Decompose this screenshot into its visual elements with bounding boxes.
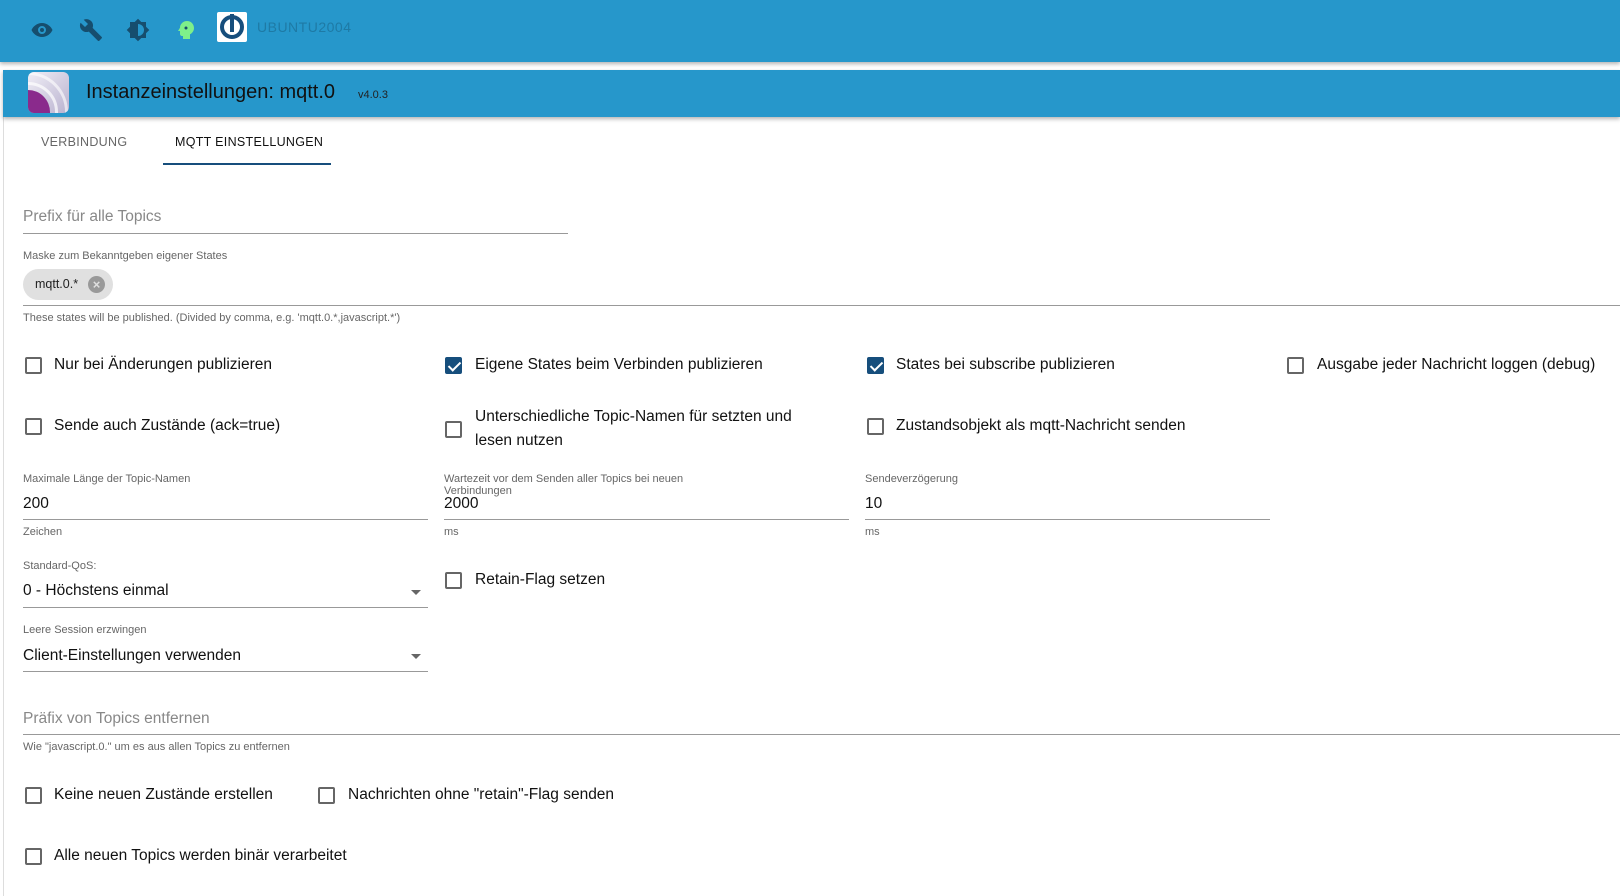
wait-time-label: Wartezeit vor dem Senden aller Topics be…	[444, 473, 684, 497]
checkbox-publish-on-connect[interactable]	[445, 357, 462, 374]
wrench-icon[interactable]	[79, 18, 103, 42]
eye-icon[interactable]	[30, 18, 54, 42]
chip-remove-icon[interactable]: ×	[88, 276, 105, 293]
remove-prefix-input[interactable]: Präfix von Topics entfernen	[23, 710, 210, 727]
checkbox-publish-on-subscribe[interactable]	[867, 357, 884, 374]
mqtt-adapter-icon	[28, 72, 69, 113]
chevron-down-icon[interactable]	[411, 654, 421, 659]
max-length-underline	[23, 519, 428, 520]
wait-time-underline	[444, 519, 849, 520]
prefix-underline	[23, 233, 568, 234]
host-name: UBUNTU2004	[257, 19, 352, 35]
mask-chip-label: mqtt.0.*	[35, 277, 79, 291]
max-length-input[interactable]: 200	[23, 495, 49, 512]
checkbox-state-object[interactable]	[867, 418, 884, 435]
checkbox-debug-log[interactable]	[1287, 357, 1304, 374]
checkbox-label: Eigene States beim Verbinden publizieren	[475, 356, 763, 373]
wait-time-helper: ms	[444, 526, 459, 538]
prefix-input[interactable]: Prefix für alle Topics	[23, 208, 162, 225]
checkbox-only-changes[interactable]	[25, 357, 42, 374]
checkbox-retain-flag[interactable]	[445, 572, 462, 589]
mask-helper: These states will be published. (Divided…	[23, 312, 401, 324]
checkbox-no-retain[interactable]	[318, 787, 335, 804]
checkbox-label: Keine neuen Zustände erstellen	[54, 786, 273, 803]
checkbox-binary-topics[interactable]	[25, 848, 42, 865]
checkbox-label: Unterschiedliche Topic-Namen für setzten…	[475, 408, 792, 449]
checkbox-label: Zustandsobjekt als mqtt-Nachricht senden	[896, 417, 1186, 434]
brightness-icon[interactable]	[126, 18, 150, 42]
send-delay-underline	[865, 519, 1270, 520]
mask-input[interactable]	[23, 305, 1620, 306]
tab-verbindung[interactable]: VERBINDUNG	[41, 135, 128, 149]
checkbox-label: Alle neuen Topics werden binär verarbeit…	[54, 847, 347, 864]
max-length-label: Maximale Länge der Topic-Namen	[23, 473, 191, 485]
wait-time-input[interactable]: 2000	[444, 495, 479, 512]
session-underline	[23, 671, 428, 672]
send-delay-input[interactable]: 10	[865, 495, 883, 512]
checkbox-label: Sende auch Zustände (ack=true)	[54, 417, 281, 434]
chevron-down-icon[interactable]	[411, 590, 421, 595]
session-select[interactable]: Client-Einstellungen verwenden	[23, 647, 241, 664]
max-length-helper: Zeichen	[23, 526, 63, 538]
session-label: Leere Session erzwingen	[23, 624, 147, 636]
qos-select[interactable]: 0 - Höchstens einmal	[23, 582, 169, 599]
iobroker-logo[interactable]	[217, 12, 247, 42]
checkbox-label: Ausgabe jeder Nachricht loggen (debug)	[1317, 356, 1596, 373]
mask-label: Maske zum Bekanntgeben eigener States	[23, 250, 228, 262]
checkbox-no-new-states[interactable]	[25, 787, 42, 804]
send-delay-helper: ms	[865, 526, 880, 538]
expert-head-icon[interactable]	[174, 18, 198, 42]
instance-header	[3, 70, 1620, 117]
qos-label: Standard-QoS:	[23, 560, 97, 572]
checkbox-label: Nur bei Änderungen publizieren	[54, 356, 273, 373]
checkbox-send-ack[interactable]	[25, 418, 42, 435]
qos-underline	[23, 607, 428, 608]
page-title: Instanzeinstellungen: mqtt.0	[86, 81, 336, 103]
remove-prefix-underline	[23, 734, 1620, 735]
active-tab-indicator	[163, 163, 331, 165]
send-delay-label: Sendeverzögerung	[865, 473, 958, 485]
version-label: v4.0.3	[358, 89, 388, 101]
remove-prefix-helper: Wie "javascript.0." um es aus allen Topi…	[23, 741, 290, 753]
top-toolbar: UBUNTU2004	[0, 0, 1620, 62]
checkbox-label: Nachrichten ohne "retain"-Flag senden	[348, 786, 615, 803]
checkbox-label: Retain-Flag setzen	[475, 571, 606, 588]
checkbox-label: States bei subscribe publizieren	[896, 356, 1115, 373]
settings-panel	[3, 70, 1620, 896]
tab-mqtt-einstellungen[interactable]: MQTT EINSTELLUNGEN	[175, 135, 324, 149]
checkbox-different-topic-names[interactable]	[445, 421, 462, 438]
